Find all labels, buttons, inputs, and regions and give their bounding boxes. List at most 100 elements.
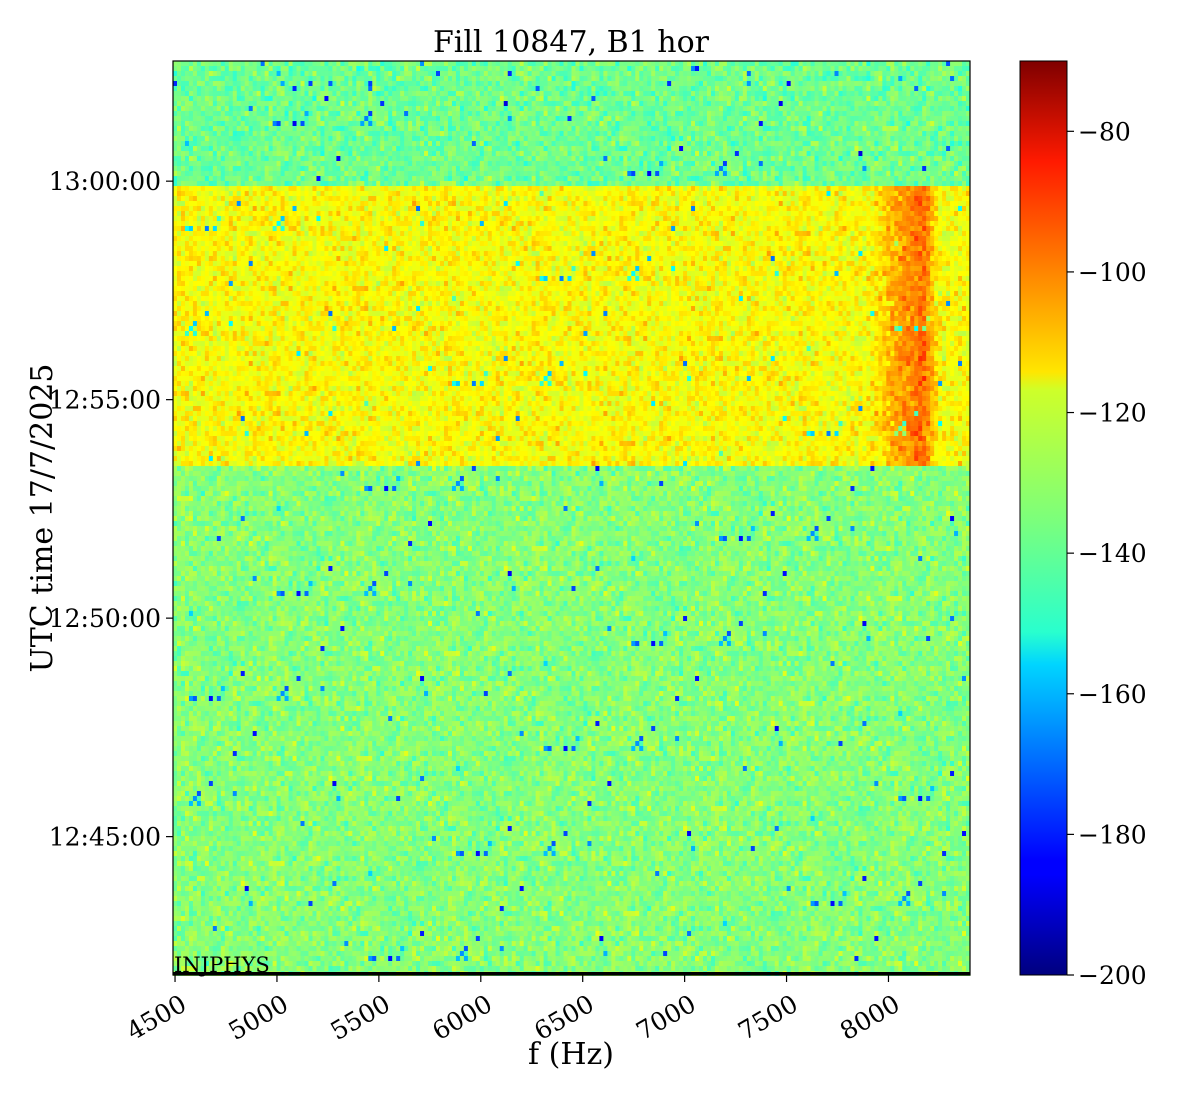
heatmap-cell xyxy=(531,91,537,96)
heatmap-cell xyxy=(173,146,178,151)
heatmap-cell xyxy=(324,171,329,176)
heatmap-cell xyxy=(726,81,732,86)
heatmap-cell xyxy=(946,166,951,171)
heatmap-cell xyxy=(922,141,927,146)
heatmap-cell xyxy=(671,181,676,186)
heatmap-cell xyxy=(467,136,473,141)
heatmap-cell xyxy=(663,161,668,166)
heatmap-cell xyxy=(420,121,425,126)
heatmap-cell xyxy=(603,86,608,91)
heatmap-cell xyxy=(870,146,875,151)
heatmap-cell xyxy=(583,106,588,111)
heatmap-cell xyxy=(667,141,672,146)
heatmap-cell xyxy=(834,96,839,101)
heatmap-cell xyxy=(619,176,624,181)
heatmap-cell xyxy=(559,66,565,71)
heatmap-cell xyxy=(308,121,313,126)
heatmap-cell xyxy=(942,111,947,116)
heatmap-cell xyxy=(754,86,760,91)
heatmap-cell xyxy=(603,161,608,166)
heatmap-cell xyxy=(866,176,871,181)
heatmap-cell xyxy=(778,176,784,181)
heatmap-cell xyxy=(224,146,230,151)
heatmap-cell xyxy=(436,106,441,111)
heatmap-cell xyxy=(938,161,943,166)
heatmap-cell xyxy=(228,116,234,121)
heatmap-cell xyxy=(324,116,329,121)
heatmap-cell xyxy=(894,181,899,186)
heatmap-cell xyxy=(611,141,616,146)
heatmap-cell xyxy=(643,171,648,176)
heatmap-cell xyxy=(475,101,481,106)
heatmap-cell xyxy=(280,81,286,86)
heatmap-cell xyxy=(507,131,513,136)
heatmap-cell xyxy=(559,116,565,121)
heatmap-cell xyxy=(850,106,855,111)
heatmap-cell xyxy=(487,176,493,181)
heatmap-cell xyxy=(328,126,333,131)
heatmap-cell xyxy=(459,81,465,86)
heatmap-cell xyxy=(316,106,321,111)
heatmap-cell xyxy=(902,91,907,96)
heatmap-cell xyxy=(296,76,302,81)
heatmap-cell xyxy=(280,181,286,186)
heatmap-cell xyxy=(846,86,851,91)
heatmap-cell xyxy=(376,86,381,91)
heatmap-cell xyxy=(651,71,656,76)
heatmap-cell xyxy=(750,86,756,91)
heatmap-cell xyxy=(631,101,636,106)
heatmap-cell xyxy=(946,171,951,176)
heatmap-cell xyxy=(224,166,230,171)
heatmap-cell xyxy=(770,66,776,71)
heatmap-cell xyxy=(535,91,541,96)
heatmap-cell xyxy=(862,126,867,131)
heatmap-cell xyxy=(766,86,772,91)
heatmap-cell xyxy=(922,81,927,86)
heatmap-cell xyxy=(527,71,533,76)
heatmap-cell xyxy=(762,126,768,131)
heatmap-cell xyxy=(595,86,600,91)
heatmap-cell xyxy=(328,61,333,66)
heatmap-cell xyxy=(424,126,429,131)
heatmap-cell xyxy=(703,101,708,106)
heatmap-cell xyxy=(543,176,549,181)
heatmap-cell xyxy=(615,131,620,136)
heatmap-cell xyxy=(631,81,636,86)
heatmap-cell xyxy=(424,161,429,166)
heatmap-cell xyxy=(495,91,501,96)
heatmap-cell xyxy=(699,166,704,171)
heatmap-cell xyxy=(655,161,660,166)
heatmap-cell xyxy=(930,116,935,121)
heatmap-cell xyxy=(950,176,955,181)
heatmap-cell xyxy=(328,131,333,136)
heatmap-cell xyxy=(380,166,385,171)
heatmap-cell xyxy=(635,156,640,161)
heatmap-cell xyxy=(942,96,947,101)
heatmap-cell xyxy=(814,66,820,71)
heatmap-cell xyxy=(332,81,337,86)
heatmap-cell xyxy=(236,181,242,186)
heatmap-cell xyxy=(188,66,194,71)
heatmap-cell xyxy=(874,121,879,126)
heatmap-cell xyxy=(360,151,365,156)
heatmap-cell xyxy=(280,176,286,181)
heatmap-cell xyxy=(950,131,955,136)
heatmap-cell xyxy=(467,166,473,171)
heatmap-cell xyxy=(276,116,282,121)
heatmap-cell xyxy=(890,166,895,171)
heatmap-cell xyxy=(814,161,820,166)
heatmap-cell xyxy=(754,156,760,161)
heatmap-cell xyxy=(443,131,449,136)
heatmap-cell xyxy=(714,76,720,81)
heatmap-cell xyxy=(232,166,238,171)
heatmap-cell xyxy=(280,91,286,96)
heatmap-cell xyxy=(663,176,668,181)
heatmap-cell xyxy=(380,141,385,146)
heatmap-cell xyxy=(882,146,887,151)
heatmap-cell xyxy=(487,121,493,126)
heatmap-cell xyxy=(794,106,800,111)
heatmap-cell xyxy=(173,126,178,131)
heatmap-cell xyxy=(208,121,214,126)
heatmap-cell xyxy=(818,76,824,81)
heatmap-cell xyxy=(519,146,525,151)
